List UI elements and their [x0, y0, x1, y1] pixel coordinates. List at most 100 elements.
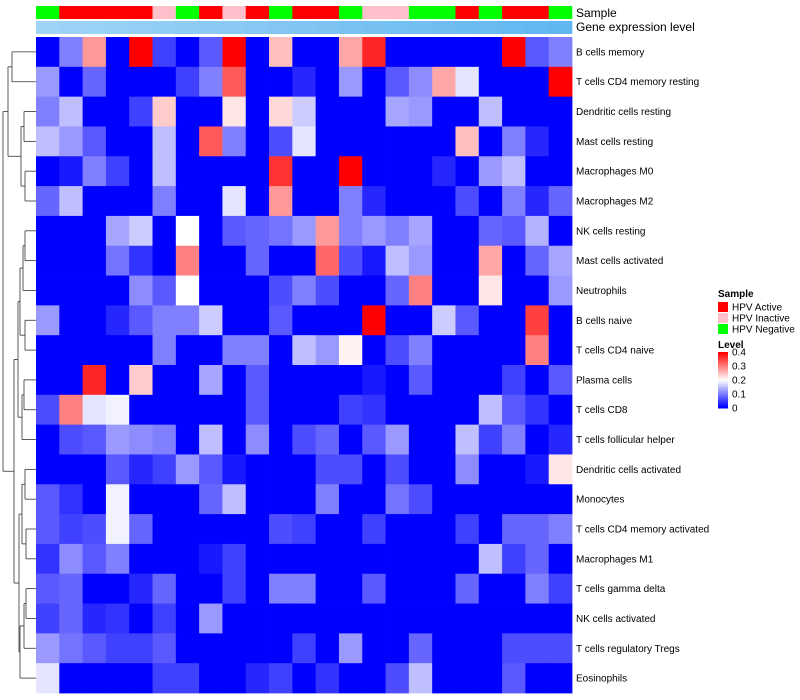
annotation-label-expression: Gene expression level [576, 20, 695, 34]
heatmap-cell [222, 543, 247, 575]
heatmap-cell [105, 186, 130, 217]
heatmap-cell [245, 663, 270, 694]
heatmap-cell [385, 633, 410, 664]
heatmap-cell [315, 156, 340, 187]
level-legend-gradient-step [718, 377, 728, 380]
heatmap-cell [222, 245, 247, 276]
heatmap-cell [292, 633, 317, 664]
heatmap-cell [548, 514, 573, 545]
heatmap-cell [315, 394, 340, 426]
heatmap-cell [362, 603, 386, 634]
heatmap-cell [338, 663, 363, 694]
heatmap-cell [36, 305, 60, 336]
sample-annotation-cell [175, 6, 200, 19]
heatmap-cell [362, 275, 386, 306]
expression-annotation-cell [408, 21, 433, 34]
heatmap-cell [222, 394, 247, 426]
heatmap-cell [129, 633, 153, 664]
sample-annotation-cell [222, 6, 247, 19]
heatmap-cell [129, 156, 153, 187]
heatmap-cell [502, 186, 526, 217]
heatmap-cell [36, 424, 60, 455]
sample-annotation-cell [59, 6, 83, 19]
heatmap-cell [408, 424, 433, 455]
heatmap-cell [199, 573, 223, 604]
heatmap-cell [36, 335, 60, 366]
annotation-label-sample: Sample [576, 6, 617, 20]
heatmap-cell [502, 573, 526, 604]
level-legend-tick-label: 0.2 [732, 376, 746, 387]
heatmap-cell [222, 96, 247, 127]
heatmap-cell [525, 633, 550, 664]
sample-annotation-cell [199, 6, 223, 19]
row-label: T cells CD8 [576, 405, 628, 416]
heatmap-cell [245, 424, 270, 455]
heatmap-cell [245, 156, 270, 187]
heatmap-cell [385, 663, 410, 694]
heatmap-cell [502, 633, 526, 664]
heatmap-cell [478, 543, 503, 575]
sample-annotation-cell [432, 6, 456, 19]
heatmap-cell [315, 633, 340, 664]
heatmap-cell [222, 663, 247, 694]
expression-annotation-cell [152, 21, 177, 34]
sample-annotation-cell [292, 6, 316, 19]
heatmap-cell [292, 186, 317, 217]
heatmap-cell [59, 663, 84, 694]
heatmap-cell [59, 424, 84, 455]
heatmap-cell [269, 215, 293, 247]
heatmap-cell [408, 663, 433, 694]
heatmap-cell [105, 305, 130, 336]
heatmap-cell [129, 543, 153, 575]
heatmap-cell [175, 454, 200, 485]
heatmap-cell [362, 186, 386, 217]
heatmap-cell [432, 186, 456, 217]
heatmap-cell [36, 514, 60, 545]
heatmap-cell [36, 603, 60, 634]
level-legend-gradient-step [718, 352, 728, 354]
heatmap-cell [199, 633, 223, 664]
heatmap-cell [455, 663, 480, 694]
heatmap-cell [502, 514, 526, 545]
level-legend-gradient-step [718, 399, 728, 402]
heatmap-cell [478, 365, 503, 396]
heatmap-cell [222, 215, 247, 247]
heatmap-cell [455, 484, 480, 515]
heatmap-cell [315, 663, 340, 694]
heatmap-cell [478, 245, 503, 276]
heatmap-cell [455, 186, 480, 217]
heatmap-cell [245, 543, 270, 575]
level-legend-gradient-step [718, 394, 728, 396]
heatmap-cell [525, 663, 550, 694]
level-legend-gradient-step [718, 361, 728, 364]
heatmap-cell [362, 37, 386, 68]
heatmap-cell [222, 454, 247, 485]
heatmap-cell [269, 186, 293, 217]
heatmap-cell [105, 573, 130, 604]
heatmap-cell [292, 365, 317, 396]
heatmap-cell [292, 305, 317, 336]
heatmap-cell [152, 543, 177, 575]
level-legend-title: Level [718, 340, 744, 351]
row-label: Plasma cells [576, 375, 632, 386]
level-legend-gradient-step [718, 392, 728, 395]
heatmap-cell [152, 186, 177, 217]
expression-annotation-cell [269, 21, 293, 34]
heatmap-cell [455, 245, 480, 276]
heatmap-cell [59, 484, 84, 515]
sample-annotation-cell [455, 6, 480, 19]
heatmap-cell [105, 335, 130, 366]
expression-annotation-cell [385, 21, 410, 34]
heatmap-cell [385, 156, 410, 187]
heatmap-cell [455, 603, 480, 634]
heatmap-cell [245, 37, 270, 68]
heatmap-cell [385, 245, 410, 276]
heatmap-cell [199, 186, 223, 217]
heatmap-cell [36, 186, 60, 217]
heatmap-cell [408, 156, 433, 187]
sample-legend-entry: HPV Inactive [732, 314, 790, 325]
row-label: T cells regulatory Tregs [576, 644, 680, 655]
heatmap-cell [59, 633, 84, 664]
heatmap-cell [455, 305, 480, 336]
heatmap-cell [432, 633, 456, 664]
